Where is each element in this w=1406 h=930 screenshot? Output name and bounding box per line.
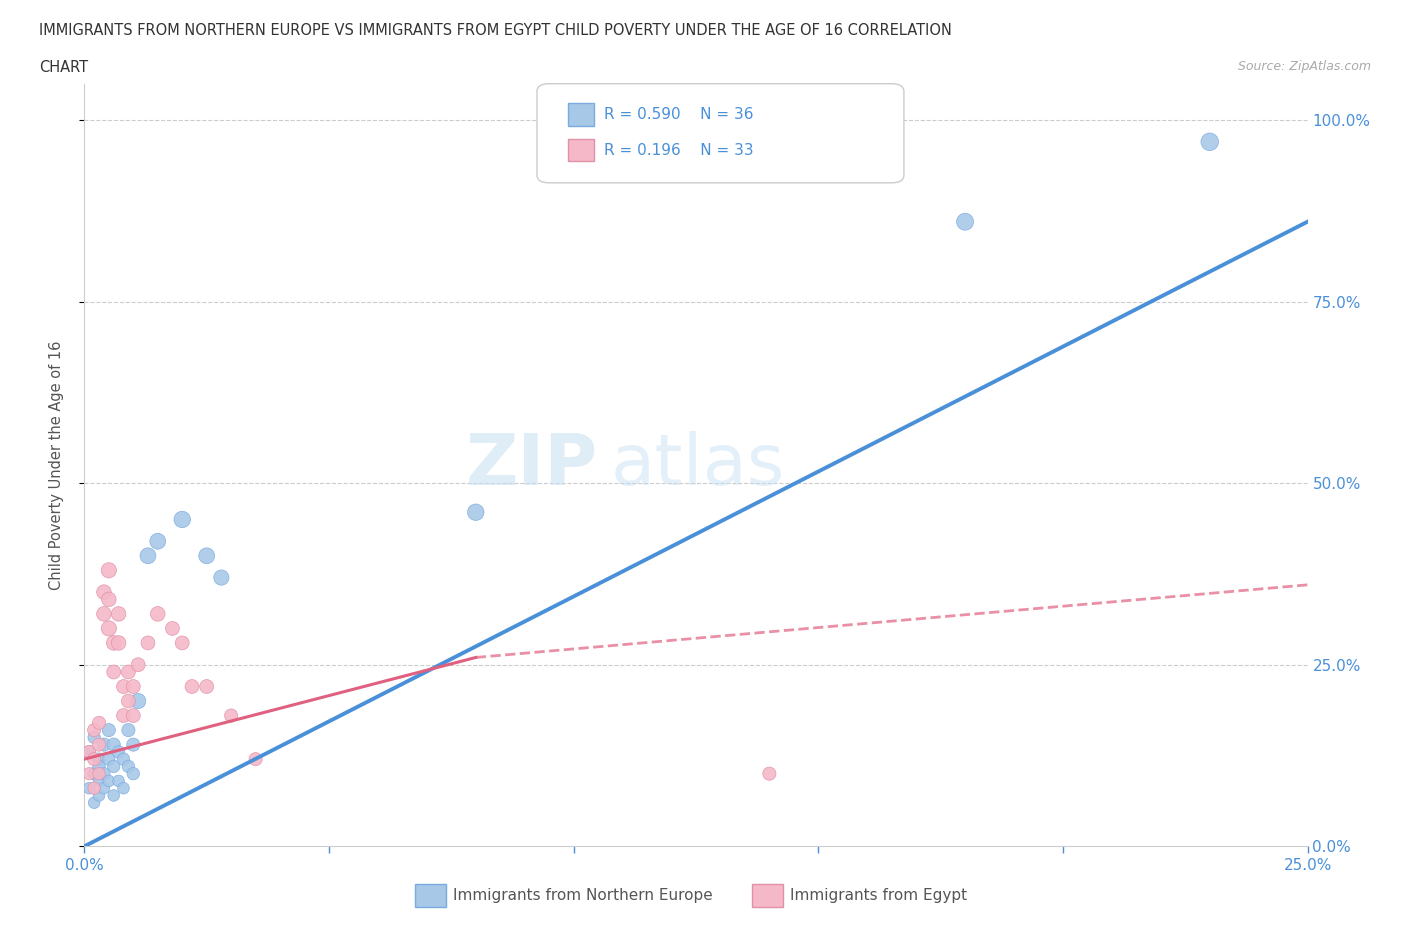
Point [195,549,218,564]
Point [122,766,145,781]
Point [122,708,145,723]
Point [112,781,135,796]
Point [83,766,105,781]
Point [195,679,218,694]
Point [162,621,184,636]
Point [117,759,139,774]
Point [97,774,120,789]
Text: Immigrants from Egypt: Immigrants from Egypt [790,888,967,903]
Point [93,781,115,796]
FancyBboxPatch shape [537,84,904,183]
Point [464,505,486,520]
Point [97,723,120,737]
Text: R = 0.196    N = 33: R = 0.196 N = 33 [605,142,754,157]
Text: CHART: CHART [39,60,89,75]
Point [127,694,149,709]
Point [136,549,159,564]
Point [93,737,115,752]
Point [172,635,194,650]
Point [146,606,169,621]
Point [807,134,830,149]
Y-axis label: Child Poverty Under the Age of 16: Child Poverty Under the Age of 16 [49,340,63,590]
Point [107,774,129,789]
Point [209,570,232,585]
Point [219,708,242,723]
Text: Immigrants from Northern Europe: Immigrants from Northern Europe [453,888,713,903]
Point [117,723,139,737]
Text: R = 0.590    N = 36: R = 0.590 N = 36 [605,107,754,122]
Point [103,737,125,752]
Point [117,665,139,680]
Text: IMMIGRANTS FROM NORTHERN EUROPE VS IMMIGRANTS FROM EGYPT CHILD POVERTY UNDER THE: IMMIGRANTS FROM NORTHERN EUROPE VS IMMIG… [39,23,952,38]
Point [122,679,145,694]
Point [87,751,110,766]
Point [87,715,110,730]
Point [97,751,120,766]
Point [146,534,169,549]
Text: Source: ZipAtlas.com: Source: ZipAtlas.com [1237,60,1371,73]
Point [758,766,780,781]
Point [93,766,115,781]
Text: ZIP: ZIP [465,431,598,499]
Point [93,606,115,621]
Point [103,788,125,803]
Point [87,774,110,789]
Text: atlas: atlas [610,431,785,499]
Point [77,744,100,759]
Point [83,751,105,766]
Point [181,679,204,694]
Point [245,751,267,766]
Point [103,635,125,650]
Point [97,591,120,606]
Point [112,679,135,694]
Point [83,723,105,737]
Point [83,795,105,810]
Point [87,788,110,803]
Point [117,694,139,709]
Point [83,730,105,745]
Point [1198,134,1220,149]
Point [127,658,149,672]
Point [112,708,135,723]
Point [172,512,194,527]
Point [103,759,125,774]
Point [136,635,159,650]
Point [953,214,976,229]
Point [97,621,120,636]
Point [87,766,110,781]
Point [77,766,100,781]
Point [107,744,129,759]
Point [87,759,110,774]
Point [107,635,129,650]
Point [122,737,145,752]
Point [77,781,100,796]
Point [83,781,105,796]
Point [103,665,125,680]
Point [77,744,100,759]
Point [87,737,110,752]
Point [112,751,135,766]
Point [93,585,115,600]
Point [97,563,120,578]
Point [107,606,129,621]
FancyBboxPatch shape [568,103,595,126]
FancyBboxPatch shape [568,139,595,162]
